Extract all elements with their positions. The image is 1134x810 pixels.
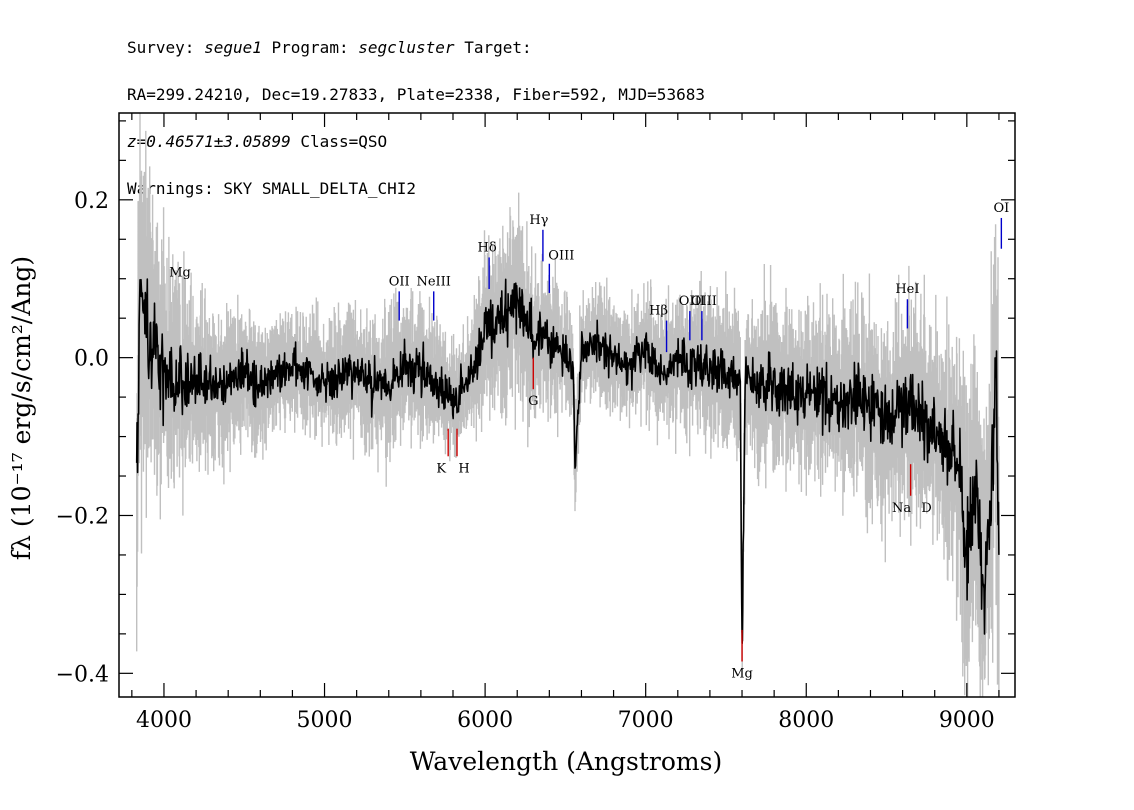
object-class: Class=QSO <box>300 131 388 151</box>
header-line-2: RA=299.24210, Dec=19.27833, Plate=2338, … <box>127 84 705 104</box>
x-tick-label: 4000 <box>136 708 192 733</box>
axes: 4000 5000 6000 7000 8000 9000 0.2 0.0 −0.2 −0.4 <box>56 113 1015 733</box>
header-line-3: z=0.46571±3.05899 Class=QSO <box>127 130 705 154</box>
emission-line-label: OII <box>389 274 410 289</box>
header-line-1: Survey: segue1 Program: segcluster Targe… <box>127 37 532 57</box>
plot-frame <box>118 112 1016 698</box>
survey-name: segue1 <box>204 37 262 57</box>
emission-line-label: OI <box>993 201 1009 216</box>
y-tick-label: 0.2 <box>74 189 109 214</box>
emission-line-label: OIII <box>691 294 717 309</box>
program-name: segcluster <box>358 37 455 57</box>
absorption-line-label: D <box>921 501 931 516</box>
absorption-line-label: G <box>528 394 538 409</box>
x-tick-label: 6000 <box>457 708 513 733</box>
x-axis-title: Wavelength (Angstroms) <box>410 747 722 776</box>
emission-line-label: Hγ <box>529 213 548 228</box>
redshift-value: z=0.46571±3.05899 <box>127 131 291 151</box>
absorption-line-label: Mg <box>731 666 753 681</box>
absorption-line-label: H <box>458 461 469 476</box>
x-tick-label: 5000 <box>297 708 353 733</box>
emission-line-label: OIII <box>548 249 574 264</box>
x-tick-label: 8000 <box>778 708 834 733</box>
x-tick-label: 7000 <box>618 708 674 733</box>
y-tick-label: −0.2 <box>56 504 109 529</box>
y-axis-title: fλ (10⁻¹⁷ erg/s/cm²/Ang) <box>7 256 36 560</box>
flux-trace <box>135 278 1000 645</box>
emission-line-label: OIII <box>679 294 705 309</box>
spectrum-header: Survey: segue1 Program: segcluster Targe… <box>127 12 705 224</box>
emission-line-label: Hβ <box>649 304 668 319</box>
emission-line-label: Hδ <box>478 240 497 255</box>
absorption-line-label: Na <box>892 501 911 516</box>
y-tick-label: −0.4 <box>56 662 109 687</box>
flux-series <box>135 278 1000 645</box>
emission-line-label: Mg <box>169 266 191 281</box>
emission-line-label: NeIII <box>416 274 450 289</box>
x-tick-label: 9000 <box>939 708 995 733</box>
y-tick-label: 0.0 <box>74 347 109 372</box>
emission-line-label: HeI <box>895 282 919 297</box>
absorption-line-label: K <box>436 461 446 476</box>
